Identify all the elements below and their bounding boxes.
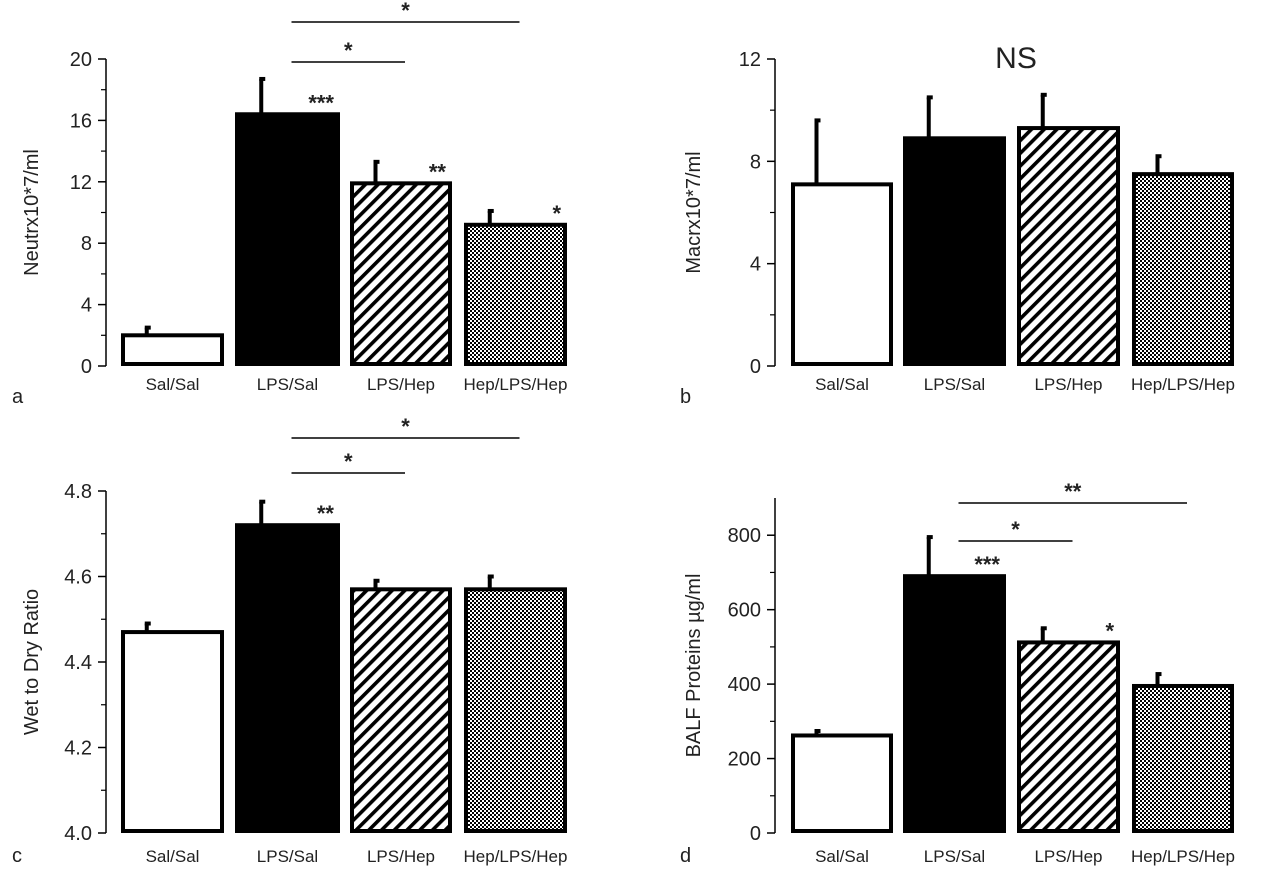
panel-title: NS [995,42,1037,75]
bar-lps-sal [235,112,340,367]
bar-sal-sal [791,733,893,834]
y-tick-label: 400 [728,674,761,696]
y-axis-label: Macrx10*7/ml [683,151,705,273]
y-tick-label: 4.4 [64,652,92,674]
significance-mark: *** [974,552,1000,577]
panel-b: 0 4 8 12 Macrx10*7/ml Sal/Sal LPS/Sal LPS/Hep He… [680,42,1235,408]
x-category-label: Sal/Sal [146,375,200,394]
x-category-label: LPS/Sal [257,847,318,866]
significance-mark: ** [429,159,447,184]
x-category-label: Hep/LPS/Hep [1131,847,1235,866]
x-category-label: LPS/Hep [367,375,435,394]
x-category-label: LPS/Sal [924,375,985,394]
x-category-label: LPS/Sal [924,847,985,866]
y-tick-label: 600 [728,600,761,622]
significance-mark: * [552,201,561,226]
bar-lps-hep [350,587,452,834]
x-category-label: Hep/LPS/Hep [1131,375,1235,394]
y-axis-label: BALF Proteins µg/ml [683,574,705,758]
x-category-label: Hep/LPS/Hep [464,847,568,866]
panel-label: b [680,386,691,408]
x-category-label: LPS/Hep [367,847,435,866]
bracket-significance: * [344,449,353,474]
y-tick-label: 8 [81,233,92,255]
bar-sal-sal [121,630,224,834]
y-axis-label: Neutrx10*7/ml [21,149,43,276]
y-tick-label: 200 [728,749,761,771]
x-category-label: LPS/Hep [1034,847,1102,866]
x-category-label: LPS/Sal [257,375,318,394]
bracket-significance: ** [1064,479,1082,504]
x-category-label: Sal/Sal [815,847,869,866]
y-tick-label: 4.2 [64,738,92,760]
panel-label: a [12,386,24,408]
bracket-significance: * [401,0,410,23]
significance-mark: ** [317,501,335,526]
y-tick-label: 4.8 [64,481,92,503]
x-category-label: Hep/LPS/Hep [464,375,568,394]
y-tick-label: 800 [728,525,761,547]
y-axis-label: Wet to Dry Ratio [21,589,43,735]
y-tick-label: 12 [70,172,92,194]
x-category-label: Sal/Sal [815,375,869,394]
y-tick-label: 4.0 [64,823,92,845]
panel-d: 0 200 400 600 800 BALF Proteins µg/ml Sal/Sal L… [680,479,1235,867]
y-tick-label: 4 [750,254,761,276]
bracket-significance: * [401,414,410,439]
bar-lps-sal [903,574,1006,834]
bar-lps-sal [235,523,340,833]
bar-hep-lps-hep [464,222,567,366]
bar-lps-sal [903,136,1006,366]
bar-lps-hep [350,181,452,366]
y-tick-label: 0 [750,823,761,845]
y-tick-label: 0 [81,356,92,378]
significance-mark: *** [308,90,334,115]
bar-lps-hep [1017,126,1120,366]
y-tick-label: 8 [750,151,761,173]
significance-mark: * [1105,618,1114,643]
y-tick-label: 4.6 [64,567,92,589]
bracket-significance: * [1011,517,1020,542]
y-tick-label: 12 [739,49,761,71]
panel-label: c [12,845,22,867]
bracket-significance: * [344,38,353,63]
x-category-label: Sal/Sal [146,847,200,866]
y-tick-label: 4 [81,295,92,317]
bar-sal-sal [121,333,224,366]
bar-lps-hep [1017,640,1120,834]
panel-c: 4.0 4.2 4.4 4.6 4.8 Wet to Dry Ratio Sal/Sal LP… [12,414,567,867]
x-category-label: LPS/Hep [1034,375,1102,394]
bar-sal-sal [791,182,893,366]
bar-hep-lps-hep [1132,683,1234,833]
y-tick-label: 20 [70,49,92,71]
panel-label: d [680,845,691,867]
bar-hep-lps-hep [464,587,567,834]
y-tick-label: 0 [750,356,761,378]
bar-hep-lps-hep [1132,172,1234,366]
y-tick-label: 16 [70,110,92,132]
